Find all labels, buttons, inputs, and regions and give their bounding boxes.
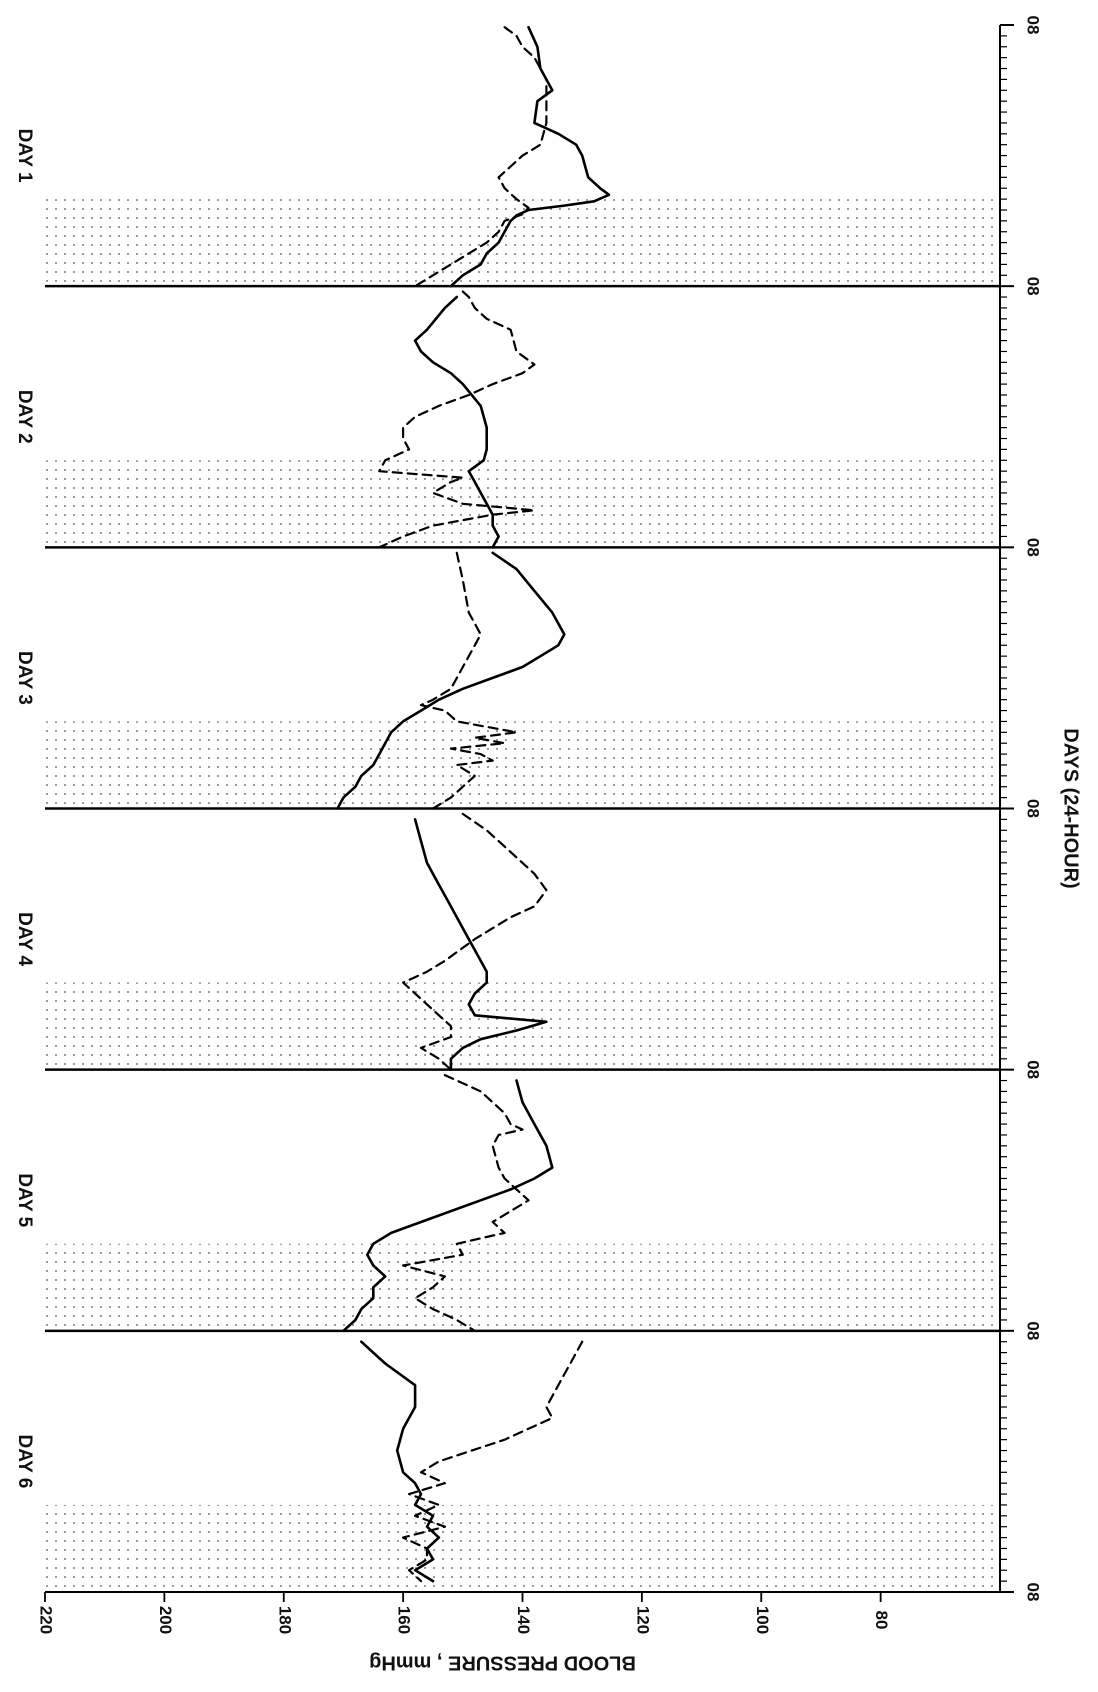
x-ticks-group: 08 08 08 08 08 08 08 <box>1000 16 1043 1602</box>
solid-line-day-1 <box>449 25 611 288</box>
y-tick-label: 100 <box>753 1606 772 1634</box>
night-band-6 <box>45 1504 1000 1592</box>
solid-line-day-2 <box>413 295 500 549</box>
y-axis-title: BLOOD PRESSURE , mmHg <box>369 1652 636 1674</box>
day-label-3: DAY 3 <box>14 651 35 705</box>
y-tick-label: 120 <box>633 1606 652 1634</box>
x-axis-title: DAYS (24-HOUR) <box>1060 728 1082 888</box>
solid-line-day-6 <box>359 1340 441 1583</box>
x-tick-label: 08 <box>1024 1060 1043 1079</box>
day-label-5: DAY 5 <box>14 1173 35 1227</box>
y-tick-label: 200 <box>156 1606 175 1634</box>
day-label-6: DAY 6 <box>14 1434 35 1488</box>
x-tick-label: 08 <box>1024 1321 1043 1340</box>
dashed-line-day-5 <box>402 1073 530 1332</box>
x-tick-label: 08 <box>1024 16 1043 35</box>
dashed-line-day-3 <box>419 551 518 810</box>
day-label-4: DAY 4 <box>14 912 35 966</box>
y-tick-label: 140 <box>514 1606 533 1634</box>
dashed-line-day-6 <box>402 1340 584 1583</box>
y-tick-label: 160 <box>395 1606 414 1634</box>
day-boundary-lines <box>45 284 1000 1333</box>
day-label-1: DAY 1 <box>14 129 35 183</box>
night-band-4 <box>45 982 1000 1070</box>
day-labels-group: DAY 1 DAY 2 DAY 3 DAY 4 DAY 5 DAY 6 <box>14 129 35 1489</box>
y-tick-label: 180 <box>275 1606 294 1634</box>
y-tick-label: 220 <box>37 1606 56 1634</box>
dashed-line-day-2 <box>378 290 536 549</box>
night-shading-group <box>45 199 1000 1592</box>
solid-line-day-5 <box>342 1079 554 1333</box>
solid-line-day-3 <box>336 551 566 810</box>
night-band-2 <box>45 460 1000 548</box>
y-ticks-group: 80 100 120 140 160 180 200 220 <box>37 1592 891 1634</box>
series-group <box>336 25 611 1583</box>
x-tick-label: 08 <box>1024 538 1043 557</box>
y-tick-label: 80 <box>872 1611 891 1630</box>
solid-line-day-4 <box>413 818 548 1071</box>
night-band-5 <box>45 1243 1000 1331</box>
x-tick-label: 08 <box>1024 799 1043 818</box>
x-tick-label: 08 <box>1024 277 1043 296</box>
night-band-3 <box>45 721 1000 809</box>
dashed-line-day-4 <box>402 812 548 1071</box>
day-label-2: DAY 2 <box>14 390 35 444</box>
x-tick-label: 08 <box>1024 1583 1043 1602</box>
